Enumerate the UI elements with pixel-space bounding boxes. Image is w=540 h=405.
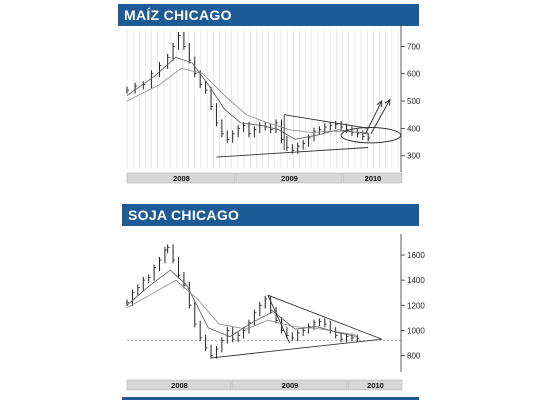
trendline (216, 147, 369, 158)
arrow-head (384, 98, 391, 106)
year-label: 2008 (173, 174, 190, 183)
arrow-head (376, 100, 383, 108)
y-tick-label: 300 (407, 152, 421, 161)
year-label: 2009 (282, 381, 299, 390)
arrow-shaft (365, 100, 383, 135)
highlight-ellipse (340, 127, 402, 144)
y-tick-label: 1400 (407, 276, 425, 285)
year-band (126, 379, 232, 391)
chart-maiz: 300 400 500 600 700 2008 2009 2010 (126, 24, 421, 184)
year-label: 2009 (281, 174, 298, 183)
trendline (267, 294, 382, 340)
y-tick-label: 600 (407, 70, 421, 79)
y-tick-label: 500 (407, 97, 421, 106)
trendline (210, 338, 382, 359)
arrow-shaft (370, 99, 391, 135)
year-band (126, 172, 236, 184)
moving-average-line (126, 67, 369, 133)
chart-title-soja: SOJA CHICAGO (122, 204, 419, 226)
moving-average-line (126, 269, 358, 338)
year-band (235, 172, 343, 184)
y-tick-label: 1200 (407, 301, 425, 310)
year-label: 2010 (367, 381, 384, 390)
year-band (342, 172, 403, 184)
y-tick-label: 1000 (407, 326, 425, 335)
moving-average-line (126, 279, 358, 336)
trendline (284, 114, 369, 129)
moving-average-line (126, 56, 369, 140)
trendline (267, 295, 291, 344)
y-tick-label: 700 (407, 42, 421, 51)
year-label: 2008 (171, 381, 188, 390)
bottom-rule (122, 397, 419, 400)
year-label: 2010 (365, 174, 382, 183)
y-tick-label: 800 (407, 351, 421, 360)
year-band (231, 379, 348, 391)
chart-title-maiz: MAÍZ CHICAGO (118, 4, 419, 26)
y-tick-label: 400 (407, 124, 421, 133)
year-band (347, 379, 403, 391)
y-tick-label: 1600 (407, 251, 425, 260)
